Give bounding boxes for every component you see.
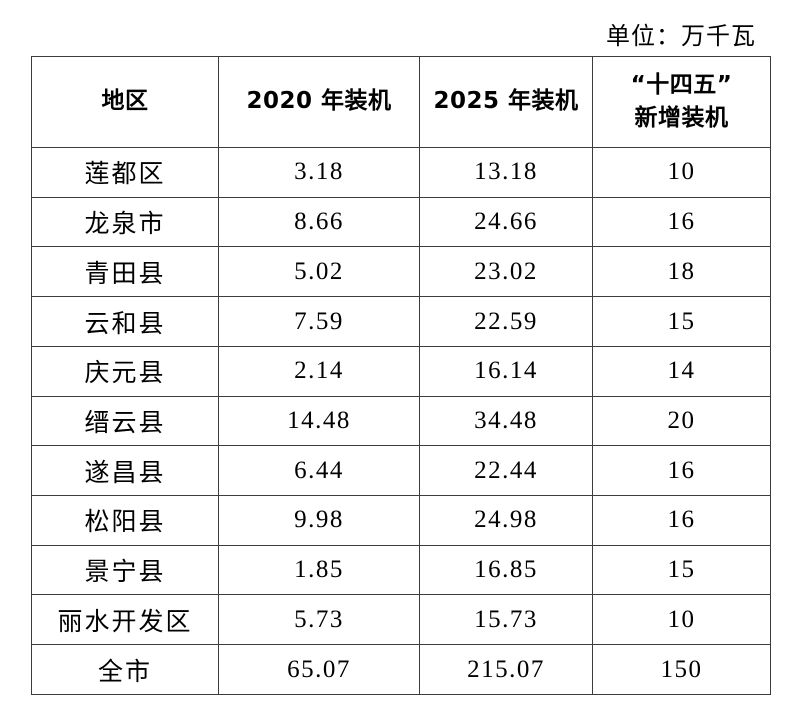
region-cell: 莲都区 — [31, 147, 219, 198]
table-row: 丽水开发区 5.73 15.73 10 — [31, 594, 771, 646]
region-cell: 全市 — [31, 644, 219, 695]
table-row: 青田县 5.02 23.02 18 — [31, 246, 771, 298]
new-installed-cell: 16 — [592, 196, 771, 248]
header-new-installed-line1: “十四五” — [630, 71, 733, 98]
new-installed-cell: 15 — [592, 544, 771, 596]
header-row: 地区 2020 年装机 2025 年装机 “十四五” 新增装机 — [31, 56, 771, 148]
installed-2020-cell: 1.85 — [218, 544, 420, 596]
new-installed-cell: 15 — [592, 296, 771, 347]
installed-2020-cell: 8.66 — [218, 196, 420, 248]
capacity-table: 地区 2020 年装机 2025 年装机 “十四五” 新增装机 莲都区 3.18… — [31, 56, 771, 695]
region-cell: 松阳县 — [31, 495, 219, 546]
installed-2020-cell: 7.59 — [218, 296, 420, 347]
installed-2020-cell: 5.73 — [218, 594, 420, 646]
table-row: 云和县 7.59 22.59 15 — [31, 296, 771, 347]
new-installed-cell: 16 — [592, 445, 771, 497]
installed-2025-cell: 24.66 — [419, 196, 593, 248]
installed-2020-cell: 9.98 — [218, 495, 420, 546]
installed-2020-cell: 14.48 — [218, 395, 420, 447]
installed-2020-cell: 6.44 — [218, 445, 420, 497]
region-cell: 青田县 — [31, 246, 219, 298]
region-cell: 龙泉市 — [31, 196, 219, 248]
table-row: 缙云县 14.48 34.48 20 — [31, 395, 771, 447]
region-cell: 缙云县 — [31, 395, 219, 447]
table-header: 地区 2020 年装机 2025 年装机 “十四五” 新增装机 — [31, 56, 771, 148]
installed-2025-cell: 13.18 — [419, 147, 593, 198]
table-row: 遂昌县 6.44 22.44 16 — [31, 445, 771, 497]
region-cell: 丽水开发区 — [31, 594, 219, 646]
installed-2020-cell: 5.02 — [218, 246, 420, 298]
unit-label: 单位：万千瓦 — [606, 24, 756, 50]
new-installed-cell: 150 — [592, 644, 771, 695]
installed-2025-cell: 23.02 — [419, 246, 593, 298]
new-installed-cell: 10 — [592, 594, 771, 646]
installed-2020-cell: 2.14 — [218, 345, 420, 397]
region-cell: 遂昌县 — [31, 445, 219, 497]
table-row: 景宁县 1.85 16.85 15 — [31, 544, 771, 596]
table-row: 松阳县 9.98 24.98 16 — [31, 495, 771, 546]
header-new-installed: “十四五” 新增装机 — [592, 56, 771, 148]
new-installed-cell: 10 — [592, 147, 771, 198]
installed-2025-cell: 16.14 — [419, 345, 593, 397]
table-row: 庆元县 2.14 16.14 14 — [31, 345, 771, 397]
new-installed-cell: 20 — [592, 395, 771, 447]
installed-2020-cell: 65.07 — [218, 644, 420, 695]
installed-2025-cell: 22.59 — [419, 296, 593, 347]
installed-2025-cell: 34.48 — [419, 395, 593, 447]
installed-2025-cell: 16.85 — [419, 544, 593, 596]
installed-2020-cell: 3.18 — [218, 147, 420, 198]
new-installed-cell: 16 — [592, 495, 771, 546]
region-cell: 云和县 — [31, 296, 219, 347]
region-cell: 庆元县 — [31, 345, 219, 397]
header-installed-2025: 2025 年装机 — [419, 56, 593, 148]
new-installed-cell: 18 — [592, 246, 771, 298]
table-body: 莲都区 3.18 13.18 10 龙泉市 8.66 24.66 16 青田县 … — [31, 147, 771, 695]
region-cell: 景宁县 — [31, 544, 219, 596]
installed-2025-cell: 15.73 — [419, 594, 593, 646]
table-row: 莲都区 3.18 13.18 10 — [31, 147, 771, 198]
installed-2025-cell: 215.07 — [419, 644, 593, 695]
header-installed-2020: 2020 年装机 — [218, 56, 420, 148]
header-new-installed-line2: 新增装机 — [634, 105, 729, 131]
header-region: 地区 — [31, 56, 219, 148]
installed-2025-cell: 22.44 — [419, 445, 593, 497]
table-row: 全市 65.07 215.07 150 — [31, 644, 771, 695]
table-row: 龙泉市 8.66 24.66 16 — [31, 196, 771, 248]
installed-2025-cell: 24.98 — [419, 495, 593, 546]
new-installed-cell: 14 — [592, 345, 771, 397]
